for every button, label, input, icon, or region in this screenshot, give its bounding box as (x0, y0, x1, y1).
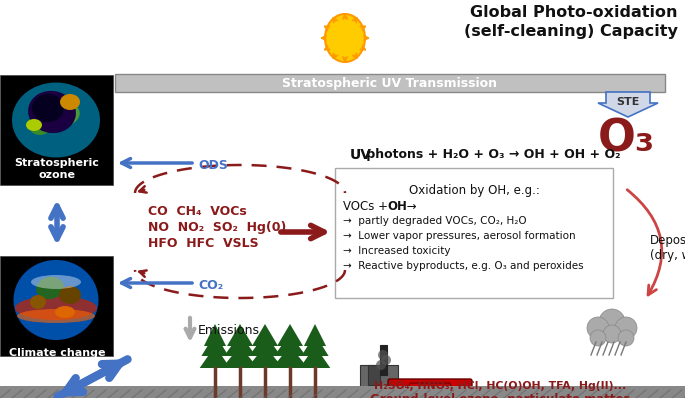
Ellipse shape (12, 82, 100, 158)
Text: UV: UV (350, 148, 372, 162)
Circle shape (615, 317, 637, 339)
FancyBboxPatch shape (0, 256, 113, 356)
Text: NO  NO₂  SO₂  Hg(0): NO NO₂ SO₂ Hg(0) (148, 221, 286, 234)
Polygon shape (204, 324, 226, 346)
Text: photons + H₂O + O₃ → OH + OH + O₂: photons + H₂O + O₃ → OH + OH + O₂ (362, 148, 621, 161)
FancyBboxPatch shape (0, 386, 685, 398)
Ellipse shape (55, 306, 75, 318)
Text: CO₂: CO₂ (198, 279, 223, 292)
Ellipse shape (32, 94, 64, 122)
FancyBboxPatch shape (335, 168, 613, 298)
Ellipse shape (31, 275, 81, 289)
Polygon shape (227, 324, 253, 346)
FancyBboxPatch shape (380, 345, 387, 375)
Text: →  Lower vapor pressures, aerosol formation: → Lower vapor pressures, aerosol formati… (343, 231, 575, 241)
Ellipse shape (59, 286, 81, 304)
Polygon shape (598, 92, 658, 117)
Ellipse shape (17, 309, 95, 323)
Polygon shape (301, 334, 329, 356)
Ellipse shape (26, 119, 42, 131)
FancyBboxPatch shape (368, 365, 380, 385)
Ellipse shape (15, 296, 97, 320)
Circle shape (378, 350, 388, 360)
Polygon shape (224, 334, 256, 356)
Text: STE: STE (616, 97, 640, 107)
FancyBboxPatch shape (388, 379, 472, 398)
Polygon shape (304, 324, 326, 346)
Text: O₃: O₃ (598, 117, 656, 160)
Text: Emissions: Emissions (198, 324, 260, 336)
Circle shape (618, 330, 634, 346)
Circle shape (381, 355, 391, 365)
Polygon shape (222, 346, 258, 368)
Polygon shape (277, 324, 303, 346)
Text: CO  CH₄  VOCs: CO CH₄ VOCs (148, 205, 247, 218)
Ellipse shape (36, 277, 64, 299)
Ellipse shape (14, 260, 99, 340)
Ellipse shape (50, 104, 79, 126)
Text: Stratospheric UV Transmission: Stratospheric UV Transmission (282, 76, 497, 90)
Text: Oxidation by OH, e.g.:: Oxidation by OH, e.g.: (408, 184, 540, 197)
Ellipse shape (60, 94, 80, 110)
FancyBboxPatch shape (360, 365, 398, 393)
Circle shape (398, 391, 412, 398)
FancyBboxPatch shape (0, 75, 113, 185)
Text: Global Photo-oxidation
(self-cleaning) Capacity: Global Photo-oxidation (self-cleaning) C… (464, 5, 678, 39)
Text: →: → (403, 200, 416, 213)
Text: →  Increased toxicity: → Increased toxicity (343, 246, 451, 256)
Text: Ground-level ozone, particulate matter: Ground-level ozone, particulate matter (371, 393, 630, 398)
Circle shape (443, 391, 457, 398)
Ellipse shape (325, 14, 365, 62)
Text: HFO  HFC  VSLS: HFO HFC VSLS (148, 237, 259, 250)
Polygon shape (201, 334, 229, 356)
Text: Stratospheric
ozone: Stratospheric ozone (14, 158, 99, 179)
Polygon shape (249, 334, 281, 356)
FancyBboxPatch shape (115, 74, 665, 92)
Circle shape (587, 317, 609, 339)
Text: Climate change: Climate change (9, 348, 105, 358)
Text: ODS: ODS (198, 159, 228, 172)
Polygon shape (247, 346, 283, 368)
Ellipse shape (30, 121, 50, 135)
Text: OH: OH (387, 200, 407, 213)
Text: Deposition
(dry, wet): Deposition (dry, wet) (650, 234, 685, 262)
Circle shape (590, 330, 606, 346)
Polygon shape (252, 324, 278, 346)
Polygon shape (274, 334, 306, 356)
Polygon shape (272, 346, 308, 368)
Ellipse shape (28, 91, 76, 133)
Text: →  Reactive byproducts, e.g. O₃ and peroxides: → Reactive byproducts, e.g. O₃ and perox… (343, 261, 584, 271)
Text: H₂SO₄, HNO₃, HCl, HC(O)OH, TFA, Hg(II)...: H₂SO₄, HNO₃, HCl, HC(O)OH, TFA, Hg(II)..… (374, 381, 626, 391)
Polygon shape (300, 346, 330, 368)
Ellipse shape (30, 295, 46, 309)
Text: →  partly degraded VOCs, CO₂, H₂O: → partly degraded VOCs, CO₂, H₂O (343, 216, 527, 226)
Text: VOCs +: VOCs + (343, 200, 392, 213)
Circle shape (599, 309, 625, 335)
Circle shape (376, 360, 386, 370)
Polygon shape (405, 383, 455, 397)
Polygon shape (200, 346, 230, 368)
Circle shape (603, 325, 621, 343)
